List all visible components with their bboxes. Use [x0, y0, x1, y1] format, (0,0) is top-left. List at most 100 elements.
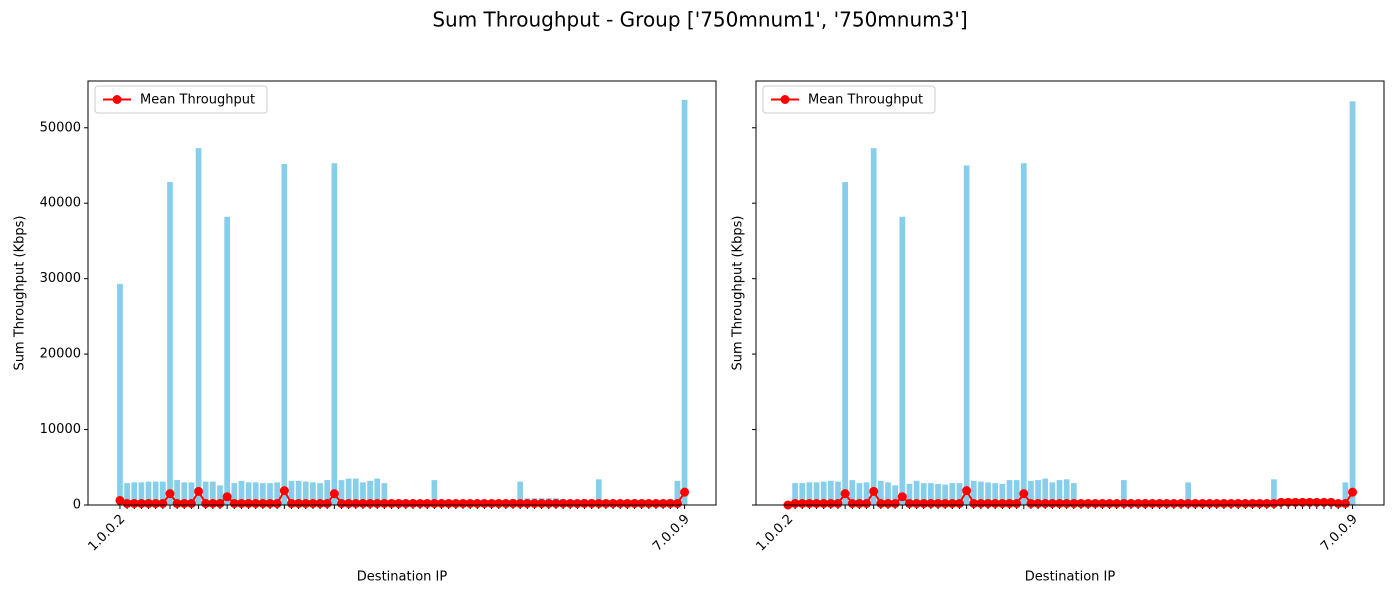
mean-point: [158, 498, 168, 508]
bar: [906, 483, 913, 505]
mean-point: [537, 498, 547, 508]
bar: [820, 481, 827, 505]
y-tick-label: 30000: [40, 271, 81, 286]
bar: [1006, 480, 1013, 505]
bar: [985, 482, 991, 505]
bar: [324, 480, 331, 505]
bar: [999, 483, 1006, 505]
mean-point: [1340, 498, 1350, 508]
mean-point: [1076, 498, 1086, 508]
bar: [1271, 479, 1277, 505]
y-axis-label: Sum Throughput (Kbps): [13, 216, 28, 371]
mean-point: [279, 486, 289, 496]
mean-point: [401, 498, 411, 508]
mean-point: [286, 498, 296, 508]
mean-point: [115, 495, 125, 505]
mean-point: [294, 498, 304, 508]
mean-point: [494, 498, 504, 508]
mean-point: [1090, 498, 1100, 508]
mean-point: [501, 498, 511, 508]
bar: [863, 482, 870, 505]
plot-frame: [755, 80, 1385, 506]
mean-point: [1005, 498, 1015, 508]
y-tick-label: 50000: [40, 120, 81, 135]
bar: [331, 163, 338, 506]
mean-point: [1348, 487, 1358, 497]
mean-point: [208, 498, 218, 508]
mean-point: [1333, 498, 1343, 508]
mean-point: [1162, 498, 1172, 508]
mean-point: [1047, 498, 1057, 508]
mean-point: [229, 498, 239, 508]
mean-point: [444, 498, 454, 508]
mean-point: [854, 498, 864, 508]
mean-point: [1119, 498, 1129, 508]
y-tick-label: 20000: [40, 347, 81, 362]
mean-point: [897, 492, 907, 502]
mean-point: [351, 498, 361, 508]
bar: [431, 480, 438, 505]
mean-point: [1012, 498, 1022, 508]
bar: [963, 165, 970, 505]
bar: [892, 485, 899, 505]
bar: [849, 480, 856, 505]
mean-point: [308, 498, 318, 508]
mean-point: [833, 498, 843, 508]
mean-point: [129, 498, 139, 508]
mean-point: [1169, 498, 1179, 508]
bar: [374, 478, 381, 505]
mean-point: [415, 498, 425, 508]
mean-point: [1133, 498, 1143, 508]
mean-point: [912, 498, 922, 508]
mean-point: [508, 498, 518, 508]
mean-point: [883, 498, 893, 508]
mean-point: [301, 498, 311, 508]
legend-label: Mean Throughput: [808, 93, 923, 108]
bar: [295, 480, 302, 505]
mean-point: [1083, 498, 1093, 508]
bar: [274, 482, 281, 505]
mean-point: [244, 498, 254, 508]
bar: [681, 99, 688, 506]
mean-point: [215, 498, 225, 508]
mean-point: [804, 498, 814, 508]
bar: [970, 480, 977, 505]
mean-point: [990, 498, 1000, 508]
mean-point: [1069, 498, 1079, 508]
bar: [517, 481, 524, 505]
mean-point: [1126, 498, 1136, 508]
bar: [1063, 479, 1070, 505]
mean-point: [172, 498, 182, 508]
bar: [267, 483, 273, 505]
bar: [231, 483, 238, 505]
mean-point: [465, 498, 475, 508]
mean-point: [558, 498, 568, 508]
legend-box: [94, 85, 268, 114]
mean-point: [1262, 498, 1272, 508]
mean-point: [651, 498, 661, 508]
mean-point: [1233, 498, 1243, 508]
mean-point: [1176, 498, 1186, 508]
bar: [1342, 482, 1349, 505]
mean-point: [976, 498, 986, 508]
mean-point: [587, 498, 597, 508]
mean-point: [429, 498, 439, 508]
bar: [1020, 163, 1027, 506]
figure-title: Sum Throughput - Group ['750mnum1', '750…: [432, 8, 967, 32]
bar: [159, 481, 166, 505]
bar: [381, 483, 388, 505]
bar: [1035, 480, 1041, 505]
bar: [1028, 480, 1034, 505]
bar: [167, 182, 173, 506]
bar: [124, 483, 130, 505]
bar: [674, 480, 681, 505]
mean-point: [1147, 498, 1157, 508]
bar: [288, 480, 295, 505]
bar: [188, 482, 195, 505]
bar: [281, 163, 288, 505]
mean-point: [969, 498, 979, 508]
mean-point: [329, 489, 339, 499]
mean-point: [1026, 498, 1036, 508]
mean-point: [869, 486, 879, 496]
mean-point: [797, 498, 807, 508]
